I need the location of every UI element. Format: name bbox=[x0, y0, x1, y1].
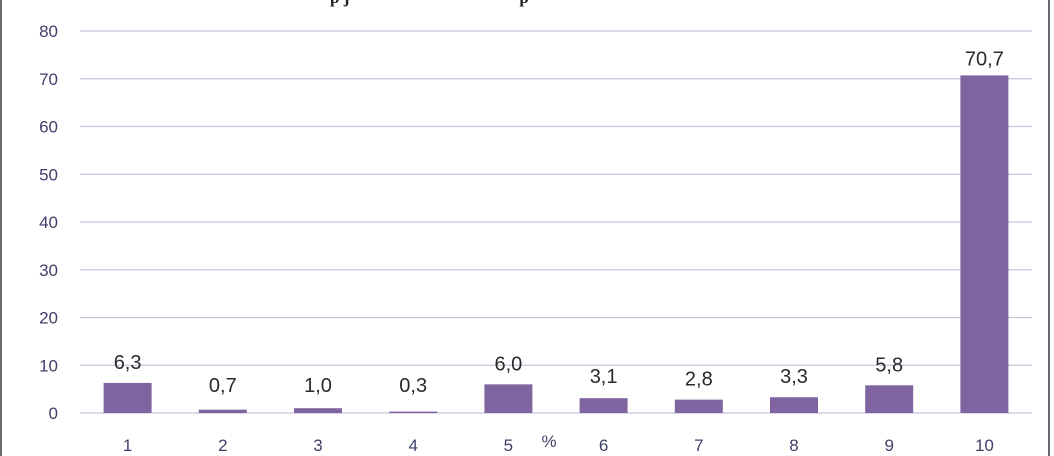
y-tick-label: 10 bbox=[39, 356, 58, 375]
unit-percent-label: % bbox=[541, 432, 556, 451]
data-label: 3,3 bbox=[780, 366, 808, 388]
bar bbox=[960, 75, 1009, 413]
data-label: 2,8 bbox=[685, 369, 713, 391]
x-tick-label: 9 bbox=[884, 436, 893, 455]
data-labels: 6,3 0,7 1,0 0,3 6,0 3,1 2,8 3,3 5,8 70,7 bbox=[114, 48, 1004, 397]
y-tick-label: 30 bbox=[39, 261, 58, 280]
bar bbox=[103, 382, 152, 413]
x-tick-label: 6 bbox=[599, 436, 608, 455]
data-label: 6,3 bbox=[114, 352, 142, 374]
x-tick-label: 1 bbox=[123, 436, 132, 455]
x-tick-label: 10 bbox=[975, 436, 994, 455]
bar bbox=[579, 398, 628, 413]
data-label: 0,7 bbox=[209, 375, 237, 397]
bar bbox=[865, 385, 914, 413]
data-label: 5,8 bbox=[875, 354, 903, 376]
y-tick-label: 60 bbox=[39, 118, 58, 137]
bars bbox=[103, 75, 1009, 413]
y-axis: 0 10 20 30 40 50 60 70 80 bbox=[39, 22, 58, 423]
chart-title-fragment: p jp bbox=[330, 0, 529, 8]
chart-title-right: p bbox=[519, 0, 528, 7]
x-tick-label: 5 bbox=[504, 436, 513, 455]
data-label: 1,0 bbox=[304, 375, 332, 397]
chart-title-left: p j bbox=[330, 0, 349, 7]
data-label: 3,1 bbox=[590, 366, 618, 388]
y-tick-label: 0 bbox=[49, 404, 58, 423]
bar bbox=[294, 408, 342, 413]
bar bbox=[389, 411, 438, 413]
bar bbox=[770, 397, 818, 413]
bar bbox=[674, 399, 723, 413]
x-tick-label: 7 bbox=[694, 436, 703, 455]
data-label: 0,3 bbox=[399, 375, 427, 397]
y-tick-label: 20 bbox=[39, 309, 58, 328]
data-label: 70,7 bbox=[965, 48, 1004, 70]
y-tick-label: 70 bbox=[39, 70, 58, 89]
data-label: 6,0 bbox=[494, 353, 522, 375]
x-tick-label: 2 bbox=[218, 436, 227, 455]
bar bbox=[198, 409, 247, 413]
x-tick-label: 4 bbox=[408, 436, 417, 455]
x-tick-label: 3 bbox=[313, 436, 322, 455]
y-tick-label: 80 bbox=[39, 22, 58, 41]
y-tick-label: 50 bbox=[39, 165, 58, 184]
y-tick-label: 40 bbox=[39, 213, 58, 232]
x-tick-label: 8 bbox=[789, 436, 798, 455]
x-axis: 1 2 3 4 5 6 7 8 9 10 bbox=[123, 436, 994, 455]
bar bbox=[484, 384, 533, 413]
